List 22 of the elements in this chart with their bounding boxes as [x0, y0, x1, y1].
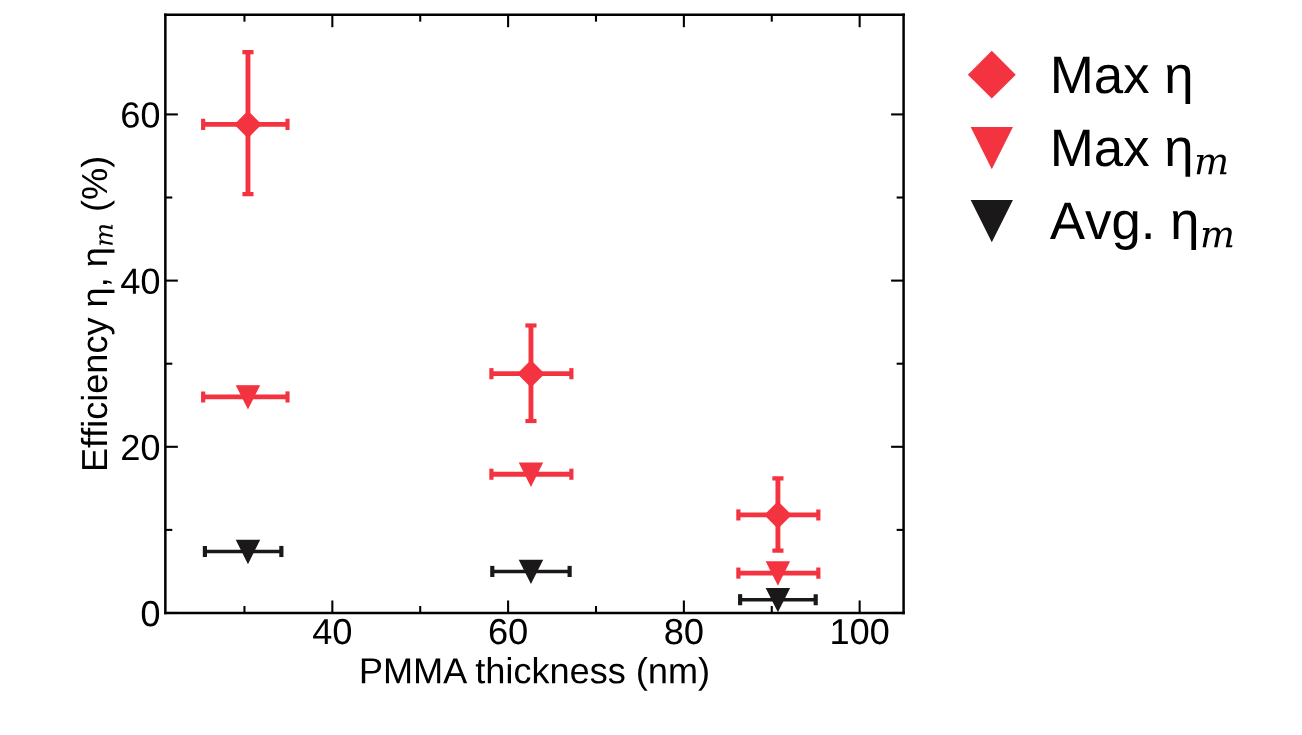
x-tick-label: 100 [832, 618, 889, 645]
point [517, 360, 545, 388]
point [236, 539, 260, 564]
legend-label: Avg. η$_{m}$ [1049, 202, 1233, 250]
point [766, 587, 790, 612]
x-tick-label: 40 [313, 618, 352, 645]
x-tick-label: 60 [489, 618, 527, 645]
legend-label: Max η$_{m}$ [1054, 129, 1227, 177]
point [519, 462, 543, 487]
y-tick-label: 0 [141, 600, 160, 627]
y-tick-label: 20 [122, 434, 160, 461]
point [519, 559, 543, 584]
y-tick-label: 60 [122, 102, 160, 128]
y-axis-title: Efficiency η, η$_{m}$ (%) [80, 158, 115, 470]
point [236, 385, 260, 409]
x-axis-title: PMMA thickness (nm) [361, 657, 708, 691]
point [234, 110, 262, 138]
y-tick-label: 40 [121, 268, 160, 295]
point [764, 501, 792, 529]
legend-label: Max η [1054, 56, 1191, 105]
x-tick-label: 80 [665, 618, 703, 645]
point [766, 561, 790, 585]
